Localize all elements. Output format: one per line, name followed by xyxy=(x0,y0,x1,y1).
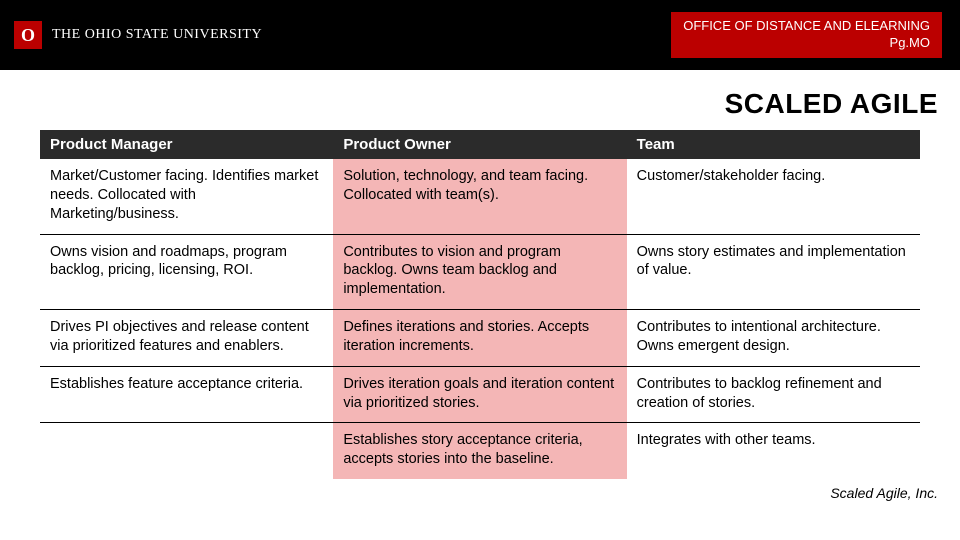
cell-team: Owns story estimates and implementation … xyxy=(627,234,920,310)
cell-pm xyxy=(40,423,333,479)
cell-team: Contributes to intentional architecture.… xyxy=(627,310,920,367)
cell-pm: Establishes feature acceptance criteria. xyxy=(40,366,333,423)
attribution: Scaled Agile, Inc. xyxy=(0,479,960,501)
cell-pm: Market/Customer facing. Identifies marke… xyxy=(40,159,333,234)
office-line2: Pg.MO xyxy=(683,35,930,52)
cell-po: Solution, technology, and team facing. C… xyxy=(333,159,626,234)
cell-team: Integrates with other teams. xyxy=(627,423,920,479)
office-badge: OFFICE OF DISTANCE AND ELEARNING Pg.MO xyxy=(671,12,942,58)
page-title: SCALED AGILE xyxy=(0,70,960,130)
table-row: Drives PI objectives and release content… xyxy=(40,310,920,367)
col-header-product-owner: Product Owner xyxy=(333,130,626,159)
logo-icon: O xyxy=(14,21,42,49)
col-header-product-manager: Product Manager xyxy=(40,130,333,159)
table-row: Market/Customer facing. Identifies marke… xyxy=(40,159,920,234)
comparison-table-wrap: Product Manager Product Owner Team Marke… xyxy=(0,130,960,479)
cell-team: Customer/stakeholder facing. xyxy=(627,159,920,234)
cell-po: Establishes story acceptance criteria, a… xyxy=(333,423,626,479)
cell-po: Drives iteration goals and iteration con… xyxy=(333,366,626,423)
cell-po: Contributes to vision and program backlo… xyxy=(333,234,626,310)
cell-pm: Drives PI objectives and release content… xyxy=(40,310,333,367)
table-row: Establishes story acceptance criteria, a… xyxy=(40,423,920,479)
table-row: Establishes feature acceptance criteria.… xyxy=(40,366,920,423)
university-name: THE OHIO STATE UNIVERSITY xyxy=(52,27,262,43)
col-header-team: Team xyxy=(627,130,920,159)
cell-pm: Owns vision and roadmaps, program backlo… xyxy=(40,234,333,310)
comparison-table: Product Manager Product Owner Team Marke… xyxy=(40,130,920,479)
brand: O THE OHIO STATE UNIVERSITY xyxy=(14,21,262,49)
office-line1: OFFICE OF DISTANCE AND ELEARNING xyxy=(683,18,930,35)
cell-po: Defines iterations and stories. Accepts … xyxy=(333,310,626,367)
cell-team: Contributes to backlog refinement and cr… xyxy=(627,366,920,423)
header-bar: O THE OHIO STATE UNIVERSITY OFFICE OF DI… xyxy=(0,0,960,70)
table-header-row: Product Manager Product Owner Team xyxy=(40,130,920,159)
table-row: Owns vision and roadmaps, program backlo… xyxy=(40,234,920,310)
